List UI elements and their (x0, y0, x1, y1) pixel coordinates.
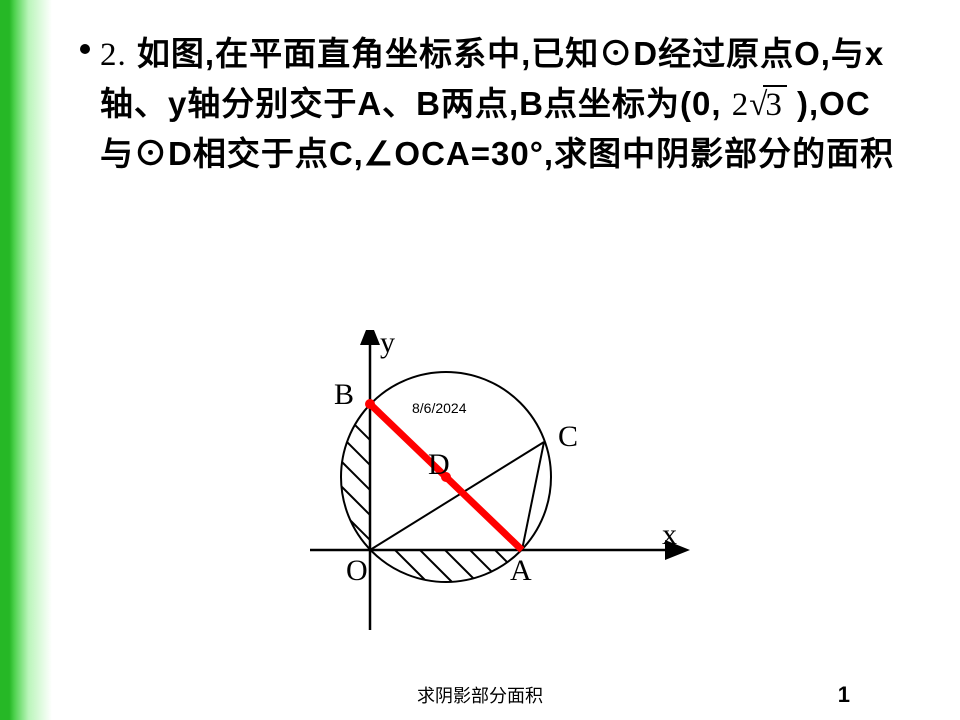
page-number: 1 (838, 682, 850, 708)
x-axis-label: x (662, 518, 677, 551)
y-axis-label: y (380, 330, 395, 359)
point-b-label: B (334, 378, 354, 411)
geometry-figure: y x O A B C D 8/6/2024 (300, 330, 720, 670)
figure-svg: y x O A B C D (300, 330, 720, 670)
problem-block: 2. 如图,在平面直角坐标系中,已知⊙D经过原点O,与x轴、y轴分别交于A、B两… (100, 30, 900, 178)
point-c-label: C (558, 420, 578, 453)
date-stamp: 8/6/2024 (412, 400, 467, 416)
point-d-label: D (428, 448, 450, 481)
problem-number: 2. (100, 37, 127, 73)
left-gradient-bar (0, 0, 52, 720)
sqrt-expression: 2√3 (732, 82, 787, 130)
sqrt-radicand: 3 (763, 85, 787, 123)
bullet-icon (80, 44, 90, 54)
point-b-dot (365, 399, 375, 409)
sqrt-coef: 2 (732, 87, 750, 123)
origin-label: O (346, 554, 368, 587)
point-a-label: A (510, 554, 532, 587)
problem-text: 2. 如图,在平面直角坐标系中,已知⊙D经过原点O,与x轴、y轴分别交于A、B两… (100, 30, 900, 178)
line-oc (370, 442, 544, 550)
line-ac (522, 442, 544, 550)
footer-caption: 求阴影部分面积 (0, 682, 960, 708)
